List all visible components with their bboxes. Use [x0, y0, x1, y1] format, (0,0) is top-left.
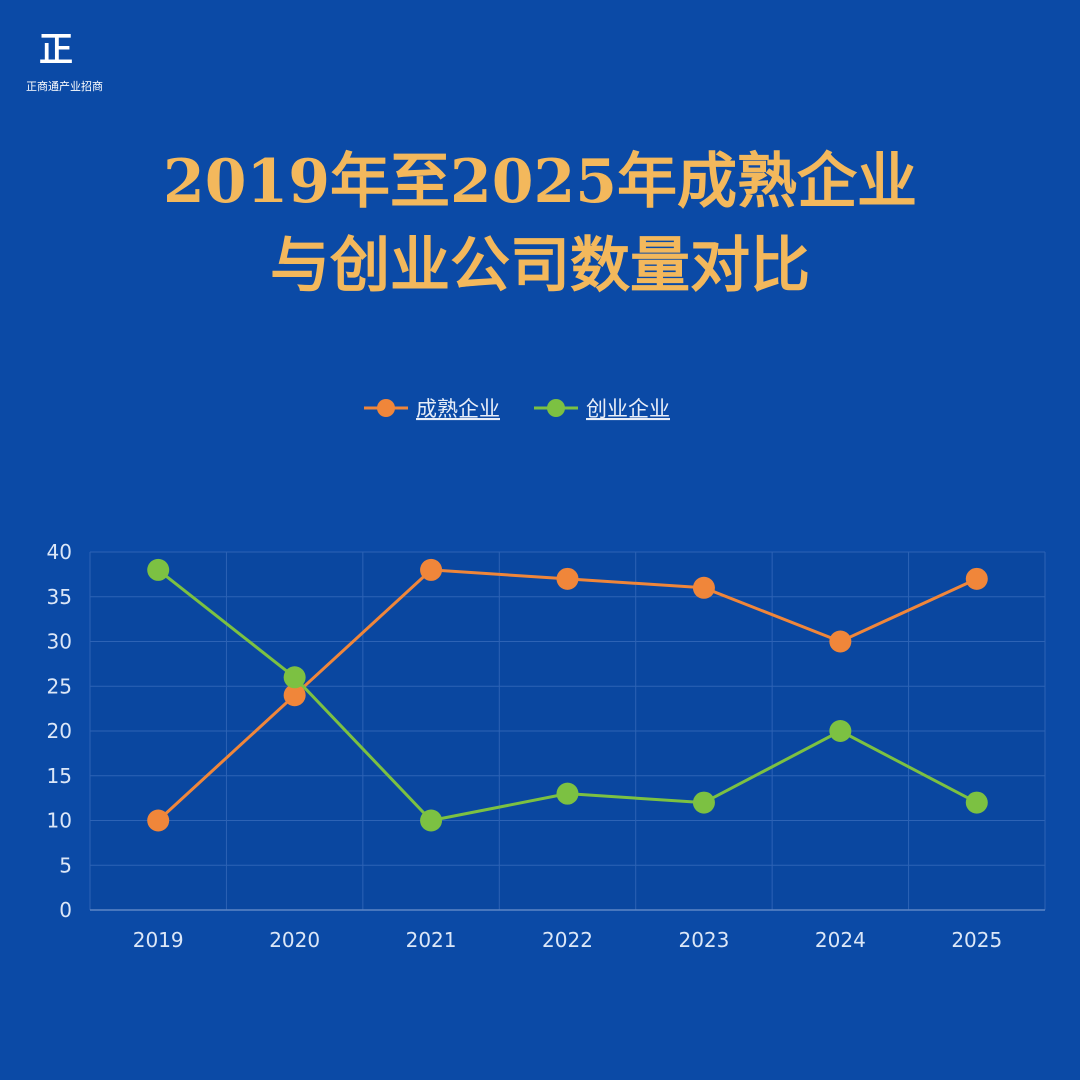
data-point: [965, 567, 988, 590]
x-tick-label: 2022: [542, 928, 593, 952]
chart-title-line-1: 2019年至2025年成熟企业: [163, 147, 917, 217]
legend-item-2: 创业企业: [534, 397, 670, 421]
x-tick-label: 2023: [678, 928, 729, 952]
x-tick-label: 2020: [269, 928, 320, 952]
data-point: [692, 791, 715, 814]
y-tick-label: 10: [47, 809, 72, 833]
legend-marker: [377, 399, 395, 417]
data-point: [147, 809, 170, 832]
x-tick-label: 2024: [815, 928, 866, 952]
series-1: [147, 558, 988, 832]
chart-series: [147, 558, 988, 832]
y-tick-label: 20: [47, 719, 72, 743]
x-tick-label: 2021: [406, 928, 457, 952]
y-tick-label: 35: [47, 585, 72, 609]
data-point: [420, 558, 443, 581]
y-axis: 0 5 10 15 20 25 30 35 40: [47, 540, 72, 922]
x-axis: 2019 2020 2021 2022 2023 2024 2025: [133, 928, 1002, 952]
series-2: [147, 558, 988, 832]
legend-marker: [547, 399, 565, 417]
logo-text: 正商通产业招商: [26, 80, 103, 93]
chart-title: 2019年至2025年成熟企业 与创业公司数量对比: [0, 140, 1080, 308]
data-point: [147, 558, 170, 581]
data-point: [556, 782, 579, 805]
brand-logo: 正 正商通产业招商: [26, 30, 116, 94]
chart-legend: 成熟企业 创业企业: [364, 397, 670, 421]
y-tick-label: 30: [47, 630, 72, 654]
y-tick-label: 25: [47, 674, 72, 698]
x-tick-label: 2019: [133, 928, 184, 952]
legend-label: 创业企业: [586, 397, 670, 421]
logo-mark: 正: [39, 30, 73, 70]
data-point: [556, 567, 579, 590]
data-point: [829, 720, 852, 742]
y-tick-label: 5: [59, 853, 72, 877]
data-point: [692, 576, 715, 599]
x-tick-label: 2025: [951, 928, 1002, 952]
data-point: [283, 684, 306, 707]
data-point: [283, 666, 306, 689]
data-point: [965, 791, 988, 814]
legend-label: 成熟企业: [416, 397, 500, 421]
chart-title-line-2: 与创业公司数量对比: [270, 231, 810, 301]
chart-grid: [89, 551, 1046, 911]
legend-item-1: 成熟企业: [364, 397, 500, 421]
y-tick-label: 0: [59, 898, 72, 922]
data-point: [420, 809, 443, 832]
data-point: [829, 630, 852, 653]
y-tick-label: 40: [47, 540, 72, 564]
y-tick-label: 15: [47, 764, 72, 788]
